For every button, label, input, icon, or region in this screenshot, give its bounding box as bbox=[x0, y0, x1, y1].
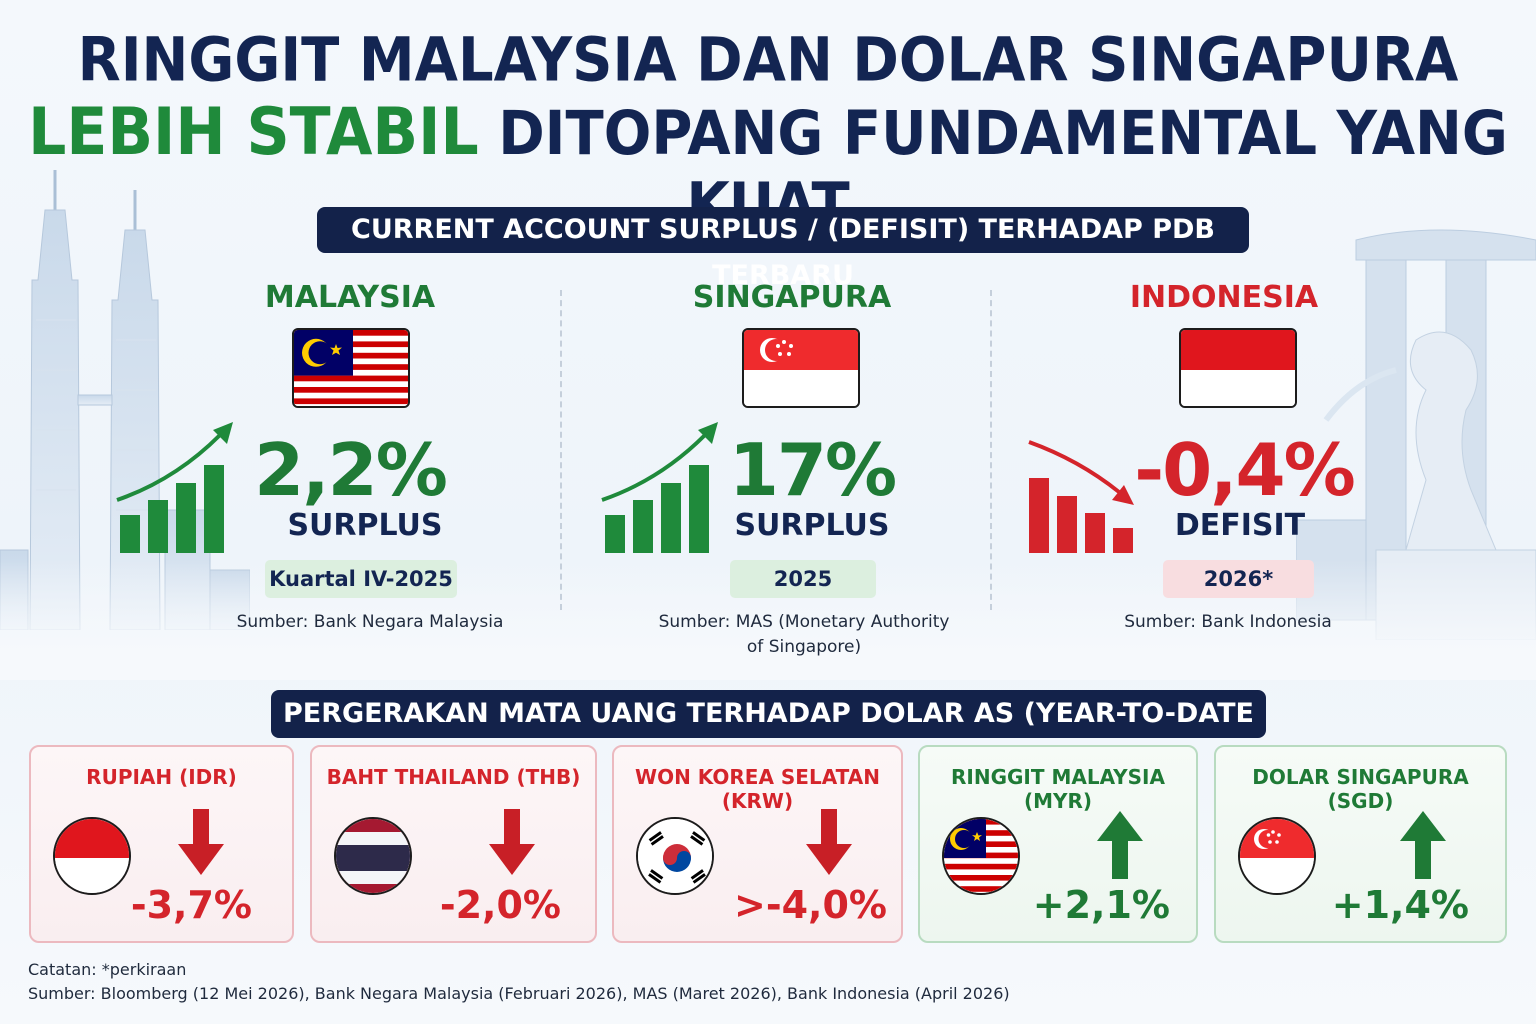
current-account-value: 2,2% bbox=[254, 428, 448, 512]
south-korea-flag-icon bbox=[636, 817, 714, 895]
footer-source: Sumber: Bloomberg (12 Mei 2026), Bank Ne… bbox=[28, 984, 1010, 1003]
malaysia-flag-icon bbox=[942, 817, 1020, 895]
thailand-flag-icon bbox=[334, 817, 412, 895]
column-divider bbox=[560, 290, 562, 610]
source-text: Sumber: Bank Indonesia bbox=[1124, 612, 1332, 632]
singapore-flag-icon bbox=[1238, 817, 1316, 895]
arrow-down-icon bbox=[806, 809, 852, 875]
current-account-status: SURPLUS bbox=[734, 508, 890, 543]
source-text: Sumber: MAS (Monetary Authority of Singa… bbox=[624, 610, 984, 660]
period-badge: 2026* bbox=[1163, 560, 1314, 598]
footnote: Catatan: *perkiraan bbox=[28, 960, 187, 979]
currency-name: BAHT THAILAND (THB) bbox=[326, 765, 581, 789]
currency-card-thb: BAHT THAILAND (THB) -2,0% bbox=[310, 745, 597, 943]
currency-change: -3,7% bbox=[130, 883, 252, 927]
currency-card-idr: RUPIAH (IDR) -3,7% bbox=[29, 745, 294, 943]
currency-name: WON KOREA SELATAN (KRW) bbox=[635, 765, 880, 813]
headline-highlight: LEBIH STABIL bbox=[28, 94, 479, 171]
singapore-column: SINGAPURA 17% SURPLUS 2025 Sumber: MAS (… bbox=[582, 270, 1002, 670]
currency-change: -2,0% bbox=[439, 883, 561, 927]
current-account-banner: CURRENT ACCOUNT SURPLUS / (DEFISIT) TERH… bbox=[317, 207, 1249, 291]
currency-change: >-4,0% bbox=[733, 883, 887, 927]
indonesia-flag-icon bbox=[1179, 328, 1297, 408]
headline-line-1: RINGGIT MALAYSIA DAN DOLAR SINGAPURA bbox=[77, 25, 1459, 96]
current-account-status: SURPLUS bbox=[287, 508, 443, 543]
arrow-down-icon bbox=[178, 809, 224, 875]
indonesia-column: INDONESIA -0,4% DEFISIT 2026* Sumber: Ba… bbox=[1012, 270, 1432, 670]
indonesia-flag-icon bbox=[53, 817, 131, 895]
falling-bar-chart-icon bbox=[1028, 440, 1134, 553]
currency-name: RINGGIT MALAYSIA (MYR) bbox=[951, 765, 1165, 813]
source-line-2: of Singapore) bbox=[746, 637, 862, 657]
currency-card-sgd: DOLAR SINGAPURA (SGD) +1,4% bbox=[1214, 745, 1507, 943]
country-name: SINGAPURA bbox=[692, 280, 892, 315]
period-badge: Kuartal IV-2025 bbox=[265, 560, 457, 598]
currency-change: +2,1% bbox=[1032, 883, 1170, 927]
currency-movement-banner: PERGERAKAN MATA UANG TERHADAP DOLAR AS (… bbox=[271, 690, 1266, 777]
currency-card-krw: WON KOREA SELATAN (KRW) >-4,0% bbox=[612, 745, 903, 943]
current-account-status: DEFISIT bbox=[1174, 508, 1306, 543]
rising-bar-chart-icon bbox=[116, 422, 233, 553]
column-divider bbox=[990, 290, 992, 610]
malaysia-flag-icon bbox=[292, 328, 410, 408]
current-account-value: 17% bbox=[728, 428, 897, 512]
currency-name: DOLAR SINGAPURA (SGD) bbox=[1252, 765, 1469, 813]
malaysia-column: MALAYSIA 2,2% SURPLUS Kuartal IV-2025 Su… bbox=[116, 270, 570, 670]
currency-card-myr: RINGGIT MALAYSIA (MYR) +2,1% bbox=[918, 745, 1198, 943]
period-badge: 2025 bbox=[730, 560, 876, 598]
current-account-value: -0,4% bbox=[1134, 428, 1356, 512]
arrow-up-icon bbox=[1097, 811, 1143, 879]
singapore-flag-icon bbox=[742, 328, 860, 408]
source-text: Sumber: Bank Negara Malaysia bbox=[236, 612, 504, 632]
arrow-up-icon bbox=[1400, 811, 1446, 879]
currency-name: RUPIAH (IDR) bbox=[86, 765, 237, 789]
arrow-down-icon bbox=[489, 809, 535, 875]
rising-bar-chart-icon bbox=[601, 422, 718, 553]
currency-change: +1,4% bbox=[1331, 883, 1469, 927]
country-name: MALAYSIA bbox=[264, 280, 436, 315]
source-line-1: Sumber: MAS (Monetary Authority bbox=[658, 612, 950, 632]
country-name: INDONESIA bbox=[1129, 280, 1319, 315]
